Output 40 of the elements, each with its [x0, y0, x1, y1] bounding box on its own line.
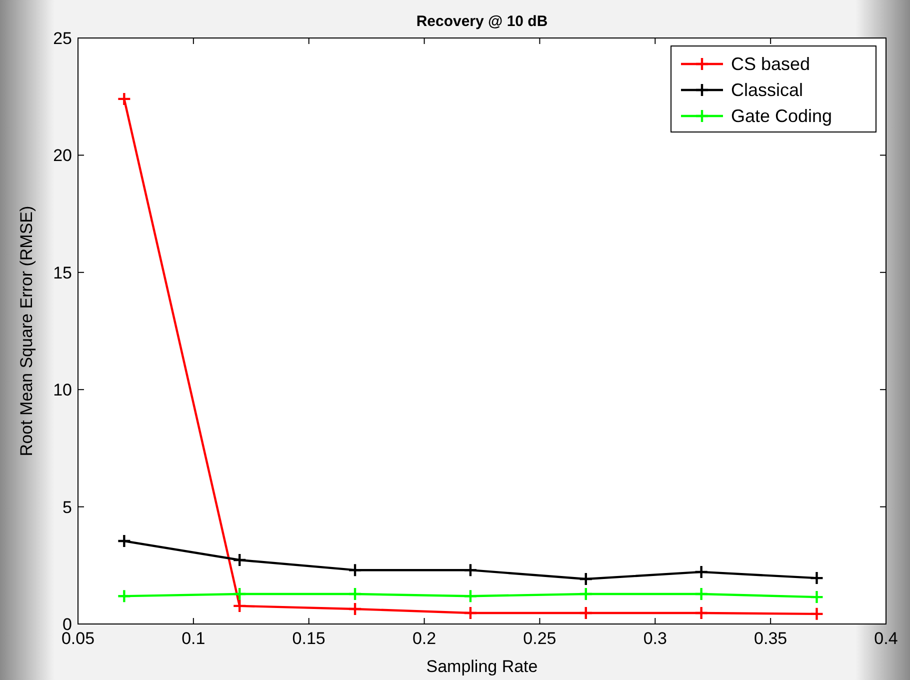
point: [810, 570, 824, 586]
point: [117, 589, 132, 604]
point: [348, 586, 362, 602]
point: [810, 590, 824, 604]
point: [694, 564, 708, 580]
point: [232, 586, 247, 602]
y-tick-label: 15: [53, 263, 72, 282]
legend-label: CS based: [731, 54, 810, 74]
point: [694, 606, 708, 620]
point: [463, 589, 478, 604]
x-tick-label: 0.25: [523, 629, 556, 648]
x-tick-label: 0.3: [643, 629, 667, 648]
chart-title: Recovery @ 10 dB: [416, 13, 548, 30]
legend-label: Classical: [731, 80, 804, 100]
y-tick-label: 20: [53, 146, 72, 166]
point: [578, 586, 593, 602]
y-tick-label: 25: [53, 29, 72, 48]
x-tick-label: 0.4: [874, 629, 898, 648]
y-tick-label: 10: [53, 380, 72, 400]
point: [348, 562, 362, 578]
x-tick-label: 0.15: [292, 629, 326, 648]
x-tick-label: 0.1: [182, 629, 206, 648]
point: [117, 92, 132, 106]
point: [578, 606, 593, 620]
y-tick-label: 5: [62, 498, 72, 517]
point: [694, 586, 708, 602]
x-axis-title: Sampling Rate: [426, 657, 538, 676]
y-axis-title: Root Mean Square Error (RMSE): [17, 206, 36, 456]
point: [232, 598, 247, 614]
point: [232, 552, 247, 568]
point: [463, 606, 478, 620]
point: [348, 602, 362, 616]
point: [578, 572, 593, 586]
point: [810, 606, 824, 622]
x-tick-label: 0.2: [412, 629, 436, 648]
point: [463, 562, 478, 578]
x-tick-label: 0.35: [754, 629, 788, 648]
legend-label: Gate Coding: [731, 106, 832, 126]
x-tick-label: 0.05: [61, 629, 95, 648]
point: [117, 534, 132, 548]
